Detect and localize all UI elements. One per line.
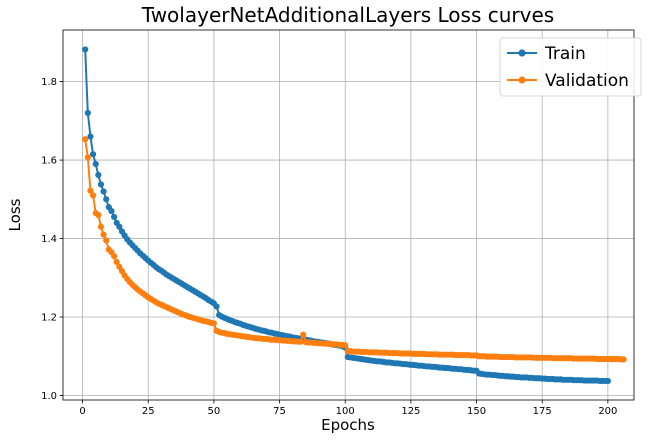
validation-point xyxy=(100,231,107,238)
y-tick-label: 1.4 xyxy=(41,234,57,245)
legend-train-marker xyxy=(518,49,526,57)
validation-series xyxy=(82,136,627,363)
train-point xyxy=(108,207,115,215)
validation-point xyxy=(95,211,102,219)
legend-validation-label: Validation xyxy=(545,71,629,91)
train-point xyxy=(92,160,99,168)
y-tick-label: 1.0 xyxy=(41,391,57,402)
validation-point xyxy=(82,136,89,143)
train-point xyxy=(84,109,91,117)
validation-point xyxy=(110,253,118,260)
train-point xyxy=(604,377,611,385)
train-point xyxy=(87,133,94,140)
train-point xyxy=(213,303,220,310)
x-tick-label: 175 xyxy=(533,406,552,417)
x-tick-label: 100 xyxy=(336,406,355,417)
validation-point xyxy=(297,338,304,345)
legend-validation-marker xyxy=(518,76,526,84)
x-tick-label: 200 xyxy=(598,406,617,417)
train-point xyxy=(116,223,123,230)
validation-point xyxy=(113,258,120,266)
x-tick-label: 0 xyxy=(79,406,85,417)
validation-point xyxy=(103,237,110,244)
validation-point xyxy=(210,320,217,327)
validation-point xyxy=(87,187,94,194)
x-tick-label: 25 xyxy=(142,406,155,417)
validation-point xyxy=(89,192,97,199)
train-point xyxy=(100,188,107,195)
legend-train-label: Train xyxy=(544,44,586,64)
x-tick-label: 125 xyxy=(401,406,420,417)
train-point xyxy=(82,46,89,53)
y-tick-label: 1.2 xyxy=(41,313,57,324)
validation-point xyxy=(300,331,307,338)
validation-point xyxy=(84,154,91,161)
legend: Train Validation xyxy=(499,37,642,97)
x-axis-ticks: 0 25 50 75 100 125 150 175 200 xyxy=(79,400,617,417)
x-tick-label: 75 xyxy=(273,406,286,417)
y-tick-label: 1.6 xyxy=(41,156,57,167)
validation-point xyxy=(342,342,349,349)
y-tick-label: 1.8 xyxy=(41,77,57,88)
validation-point xyxy=(620,356,627,363)
train-point xyxy=(95,171,102,179)
validation-point xyxy=(97,223,105,230)
y-axis-ticks: 1.0 1.2 1.4 1.6 1.8 xyxy=(41,77,63,402)
chart-title: TwolayerNetAdditionalLayers Loss curves xyxy=(141,3,554,27)
plot-frame xyxy=(62,29,635,401)
train-point xyxy=(97,181,105,188)
series-layer xyxy=(82,46,627,385)
x-tick-label: 150 xyxy=(467,406,486,417)
train-point xyxy=(89,151,97,158)
y-axis-label: Loss xyxy=(6,198,24,231)
x-tick-label: 50 xyxy=(208,406,221,417)
train-point xyxy=(103,196,110,203)
x-axis-label: Epochs xyxy=(321,416,375,434)
train-point xyxy=(110,213,118,221)
